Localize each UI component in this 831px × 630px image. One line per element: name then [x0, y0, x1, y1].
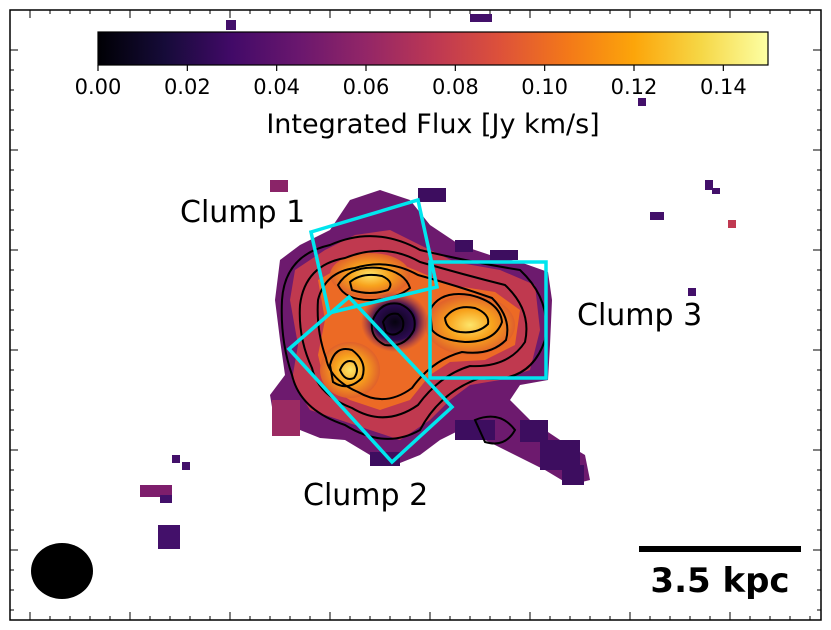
colorbar-tick-label: 0.08	[432, 75, 479, 99]
emission-fringe	[270, 180, 584, 485]
colorbar-ticks: 0.00 0.02 0.04 0.06 0.08 0.10 0.12 0.14	[75, 65, 747, 99]
colorbar-tick-label: 0.06	[343, 75, 390, 99]
clump-1-region	[308, 197, 440, 316]
frame-ticks	[10, 10, 821, 620]
beam-ellipse	[31, 543, 93, 599]
colorbar	[97, 31, 769, 66]
colorbar-tick-label: 0.00	[75, 75, 122, 99]
colorbar-tick-label: 0.04	[253, 75, 300, 99]
clump-regions	[286, 197, 548, 465]
scale-bar-label: 3.5 kpc	[650, 561, 789, 601]
clump-3-label: Clump 3	[577, 298, 702, 333]
colorbar-tick-label: 0.12	[611, 75, 658, 99]
clump-2-region	[286, 294, 455, 465]
clump-3-region	[428, 260, 548, 380]
isolated-pixels	[140, 14, 736, 549]
clump-1-label: Clump 1	[180, 195, 305, 230]
colorbar-tick-label: 0.10	[521, 75, 568, 99]
colorbar-label: Integrated Flux [Jy km/s]	[266, 109, 599, 140]
colorbar-tick-label: 0.14	[700, 75, 747, 99]
clump-2-label: Clump 2	[303, 478, 428, 513]
colorbar-tick-label: 0.02	[164, 75, 211, 99]
emission-central-depression	[361, 292, 429, 352]
